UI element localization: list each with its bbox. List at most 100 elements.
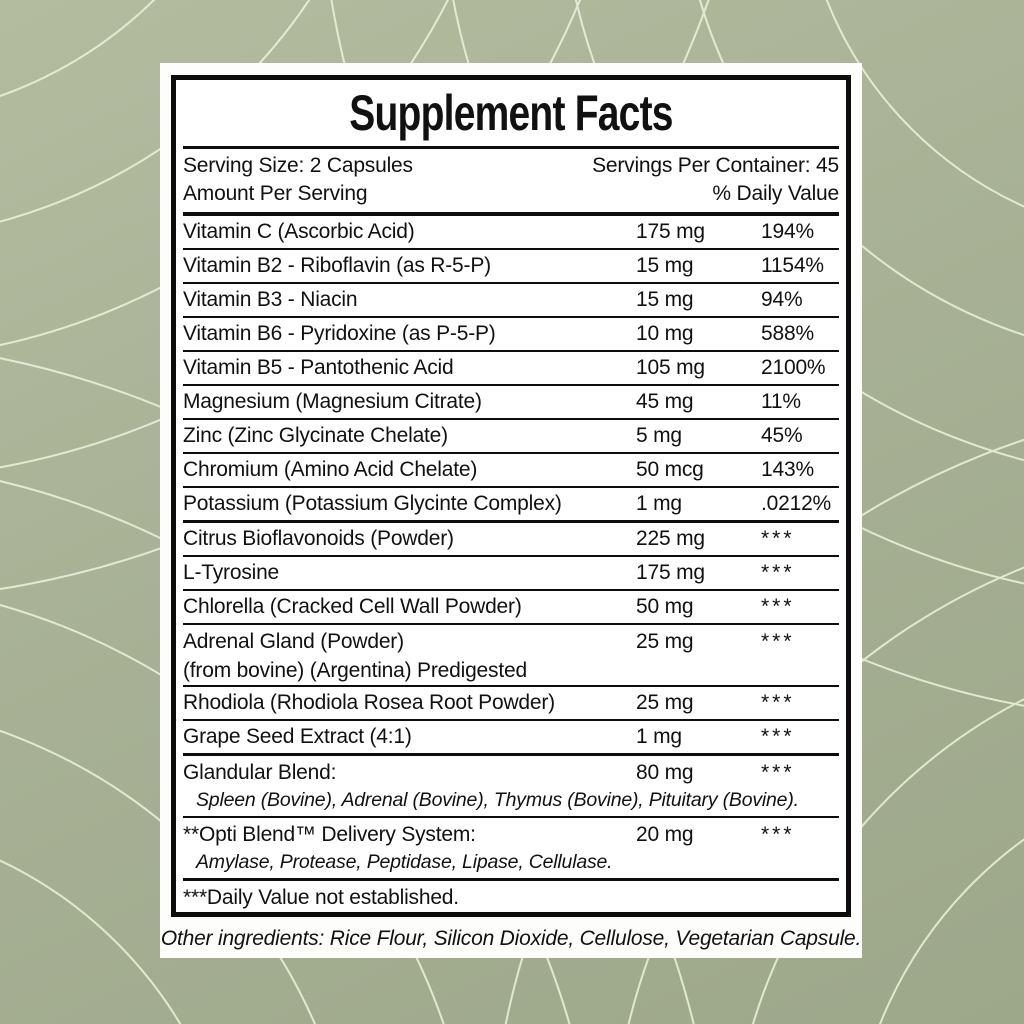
row-main: Adrenal Gland (Powder) (from bovine) (Ar…	[183, 625, 839, 685]
ingredient-daily-value: 143%	[761, 458, 814, 481]
ingredient-name-line1: Potassium (Potassium Glycinte Complex)	[183, 492, 562, 515]
ingredient-amount: 225 mg	[636, 527, 705, 550]
table-row: Potassium (Potassium Glycinte Complex) 1…	[183, 488, 839, 523]
ingredient-daily-value: 1154%	[761, 254, 824, 277]
row-main: Vitamin B5 - Pantothenic Acid 105 mg 210…	[183, 352, 839, 384]
ingredient-name: Adrenal Gland (Powder) (from bovine) (Ar…	[183, 627, 636, 685]
ingredient-name: Chlorella (Cracked Cell Wall Powder)	[183, 591, 636, 623]
ingredient-name: Vitamin B2 - Riboflavin (as R-5-P)	[183, 250, 636, 282]
ingredient-name-line2: (from bovine) (Argentina) Predigested	[183, 659, 527, 682]
ingredient-name-line1: Vitamin B5 - Pantothenic Acid	[183, 356, 454, 379]
ingredient-daily-value: ***	[761, 630, 795, 653]
ingredient-daily-value: 194%	[761, 220, 814, 243]
ingredient-daily-value: ***	[761, 527, 795, 550]
table-row: Magnesium (Magnesium Citrate) 45 mg 11%	[183, 386, 839, 420]
ingredient-sublist: Spleen (Bovine), Adrenal (Bovine), Thymu…	[196, 789, 799, 811]
row-main: **Opti Blend™ Delivery System: 20 mg ***	[183, 818, 839, 849]
row-main: Rhodiola (Rhodiola Rosea Root Powder) 25…	[183, 687, 839, 719]
ingredient-name-line1: Vitamin B2 - Riboflavin (as R-5-P)	[183, 254, 491, 277]
ingredient-name: Potassium (Potassium Glycinte Complex)	[183, 488, 636, 520]
ingredient-name-line1: Citrus Bioflavonoids (Powder)	[183, 527, 454, 550]
table-row: Vitamin B2 - Riboflavin (as R-5-P) 15 mg…	[183, 250, 839, 284]
row-main: Chromium (Amino Acid Chelate) 50 mcg 143…	[183, 454, 839, 486]
row-main: Grape Seed Extract (4:1) 1 mg ***	[183, 721, 839, 753]
ingredient-amount: 20 mg	[636, 823, 694, 846]
row-main: Vitamin B2 - Riboflavin (as R-5-P) 15 mg…	[183, 250, 839, 282]
daily-value-footnote: ***Daily Value not established.	[183, 886, 459, 909]
ingredient-name-line1: Grape Seed Extract (4:1)	[183, 725, 412, 748]
ingredient-name: Glandular Blend:	[183, 758, 636, 787]
ingredient-name: Vitamin B5 - Pantothenic Acid	[183, 352, 636, 384]
row-main: L-Tyrosine 175 mg ***	[183, 557, 839, 589]
ingredient-name: Vitamin C (Ascorbic Acid)	[183, 216, 636, 248]
title-divider	[183, 146, 839, 149]
ingredient-sublist: Amylase, Protease, Peptidase, Lipase, Ce…	[196, 851, 613, 873]
ingredient-name: Zinc (Zinc Glycinate Chelate)	[183, 420, 636, 452]
ingredient-name: Magnesium (Magnesium Citrate)	[183, 386, 636, 418]
table-row: Grape Seed Extract (4:1) 1 mg ***	[183, 721, 839, 756]
ingredient-amount: 1 mg	[636, 492, 682, 515]
ingredient-daily-value: ***	[761, 823, 795, 846]
row-main: Zinc (Zinc Glycinate Chelate) 5 mg 45%	[183, 420, 839, 452]
other-ingredients: Other ingredients: Rice Flour, Silicon D…	[160, 927, 862, 950]
ingredient-amount: 45 mg	[636, 390, 694, 413]
amount-per-serving-label: Amount Per Serving	[183, 182, 368, 205]
table-row: Glandular Blend: 80 mg *** Spleen (Bovin…	[183, 756, 839, 818]
ingredient-amount: 15 mg	[636, 288, 694, 311]
ingredient-name: Grape Seed Extract (4:1)	[183, 721, 636, 753]
ingredient-name-line1: Magnesium (Magnesium Citrate)	[183, 390, 482, 413]
ingredient-daily-value: ***	[761, 595, 795, 618]
ingredient-name: Citrus Bioflavonoids (Powder)	[183, 523, 636, 555]
ingredient-amount: 10 mg	[636, 322, 694, 345]
table-row: Citrus Bioflavonoids (Powder) 225 mg ***	[183, 523, 839, 557]
ingredient-daily-value: 94%	[761, 288, 803, 311]
ingredient-name-line1: Rhodiola (Rhodiola Rosea Root Powder)	[183, 691, 555, 714]
ingredient-amount: 5 mg	[636, 424, 682, 447]
ingredient-name: Vitamin B3 - Niacin	[183, 284, 636, 316]
ingredient-amount: 50 mcg	[636, 458, 704, 481]
servings-per-container: Servings Per Container: 45	[592, 154, 839, 177]
serving-size: Serving Size: 2 Capsules	[183, 154, 413, 177]
ingredient-name: Vitamin B6 - Pyridoxine (as P-5-P)	[183, 318, 636, 350]
table-row: Vitamin B3 - Niacin 15 mg 94%	[183, 284, 839, 318]
serving-header: Serving Size: 2 Capsules Servings Per Co…	[183, 149, 839, 216]
ingredient-name-line1: Glandular Blend:	[183, 761, 337, 784]
table-row: Rhodiola (Rhodiola Rosea Root Powder) 25…	[183, 687, 839, 721]
ingredient-name-line1: Adrenal Gland (Powder)	[183, 630, 404, 653]
ingredient-daily-value: .0212%	[761, 492, 832, 515]
row-main: Chlorella (Cracked Cell Wall Powder) 50 …	[183, 591, 839, 623]
table-row: Vitamin C (Ascorbic Acid) 175 mg 194%	[183, 216, 839, 250]
table-row: L-Tyrosine 175 mg ***	[183, 557, 839, 591]
ingredient-amount: 50 mg	[636, 595, 694, 618]
ingredient-name-line1: Vitamin B3 - Niacin	[183, 288, 358, 311]
ingredient-name: L-Tyrosine	[183, 557, 636, 589]
ingredient-name: Rhodiola (Rhodiola Rosea Root Powder)	[183, 687, 636, 719]
ingredient-daily-value: 588%	[761, 322, 814, 345]
ingredient-amount: 80 mg	[636, 761, 694, 784]
row-main: Potassium (Potassium Glycinte Complex) 1…	[183, 488, 839, 520]
table-row: Adrenal Gland (Powder) (from bovine) (Ar…	[183, 625, 839, 687]
ingredient-amount: 25 mg	[636, 630, 694, 653]
row-main: Citrus Bioflavonoids (Powder) 225 mg ***	[183, 523, 839, 555]
daily-value-header: % Daily Value	[712, 182, 839, 205]
table-row: Chlorella (Cracked Cell Wall Powder) 50 …	[183, 591, 839, 625]
row-main: Magnesium (Magnesium Citrate) 45 mg 11%	[183, 386, 839, 418]
row-main: Vitamin B3 - Niacin 15 mg 94%	[183, 284, 839, 316]
table-row: Chromium (Amino Acid Chelate) 50 mcg 143…	[183, 454, 839, 488]
ingredient-amount: 175 mg	[636, 220, 705, 243]
ingredient-name: **Opti Blend™ Delivery System:	[183, 820, 636, 849]
table-row: Vitamin B5 - Pantothenic Acid 105 mg 210…	[183, 352, 839, 386]
ingredient-daily-value: 11%	[761, 390, 801, 413]
supplement-label-panel: Supplement Facts Serving Size: 2 Capsule…	[160, 63, 862, 958]
facts-rows: Vitamin C (Ascorbic Acid) 175 mg 194% Vi…	[183, 216, 839, 881]
ingredient-amount: 1 mg	[636, 725, 682, 748]
table-row: Vitamin B6 - Pyridoxine (as P-5-P) 10 mg…	[183, 318, 839, 352]
ingredient-daily-value: ***	[761, 725, 795, 748]
ingredient-daily-value: ***	[761, 761, 795, 784]
ingredient-daily-value: ***	[761, 561, 795, 584]
ingredient-amount: 25 mg	[636, 691, 694, 714]
row-main: Vitamin C (Ascorbic Acid) 175 mg 194%	[183, 216, 839, 248]
ingredient-name-line1: Vitamin C (Ascorbic Acid)	[183, 220, 415, 243]
ingredient-daily-value: 2100%	[761, 356, 826, 379]
table-row: **Opti Blend™ Delivery System: 20 mg ***…	[183, 818, 839, 881]
